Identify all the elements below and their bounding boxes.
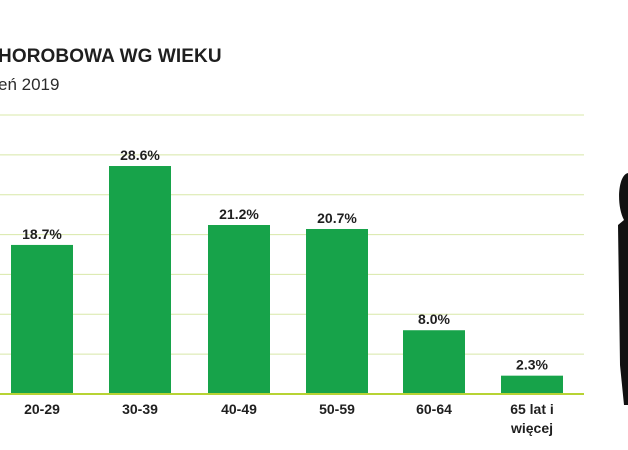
bar [306, 228, 368, 394]
bar [109, 166, 171, 394]
chart-title: HOROBOWA WG WIEKU [0, 46, 222, 67]
bar [208, 225, 270, 394]
bar [11, 244, 73, 394]
chart-subtitle: eń 2019 [0, 75, 60, 94]
data-label: 21.2% [219, 206, 259, 222]
x-tick-label: 50-59 [319, 401, 355, 417]
x-tick-label: 40-49 [221, 401, 257, 417]
x-tick-label: 30-39 [122, 401, 158, 417]
x-tick-label: 60-64 [416, 401, 452, 417]
data-label: 8.0% [418, 311, 450, 327]
data-label: 2.3% [516, 357, 548, 373]
decorative-figure-silhouette [618, 173, 628, 405]
data-label: 20.7% [317, 210, 357, 226]
bar [501, 375, 563, 394]
data-label: 18.7% [22, 226, 62, 242]
x-tick-label: 20-29 [24, 401, 60, 417]
bar [403, 330, 465, 394]
data-label: 28.6% [120, 147, 160, 163]
x-tick-label: 65 lat i [510, 401, 554, 417]
x-tick-label: więcej [510, 420, 553, 436]
